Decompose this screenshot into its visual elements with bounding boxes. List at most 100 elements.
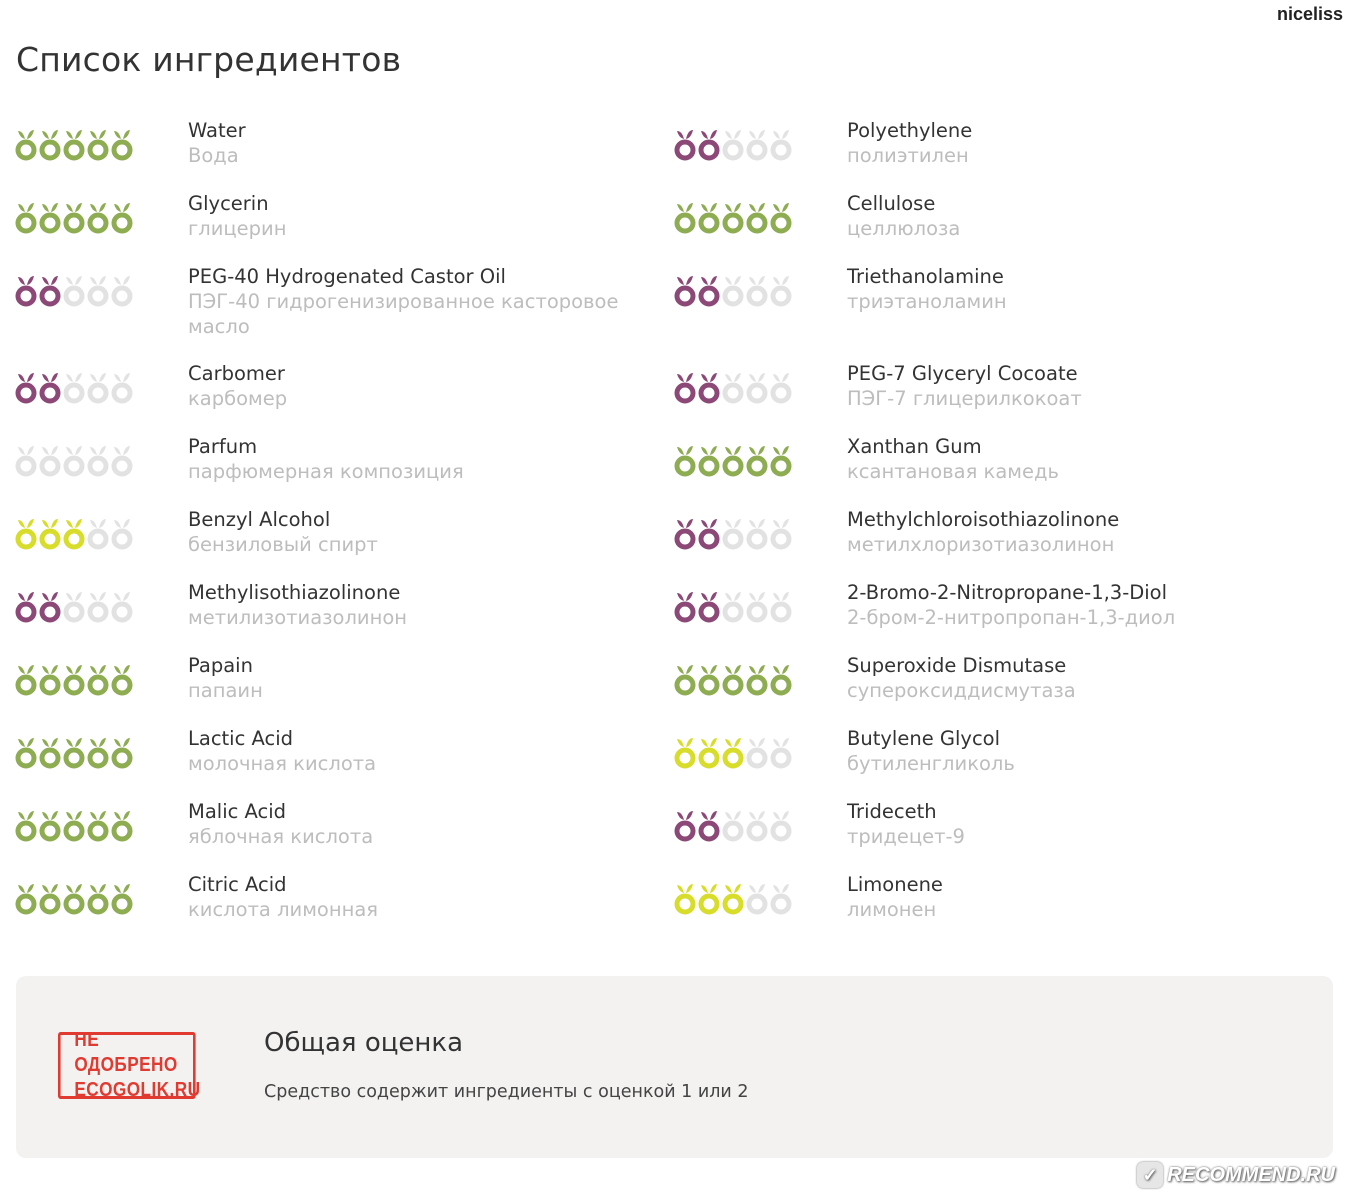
rating-berry-icon	[15, 446, 37, 477]
rating-berry-icon	[87, 203, 109, 234]
ingredient-name-en: Papain	[188, 654, 253, 677]
rating-berry-icon	[770, 373, 792, 404]
ingredient-names: Superoxide Dismutase супероксиддисмутаза	[847, 653, 1337, 703]
ingredient-name-ru: супероксиддисмутаза	[847, 679, 1076, 702]
ingredient-name-en: Malic Acid	[188, 800, 287, 823]
rating-berry-icon	[111, 811, 133, 842]
ingredient-names: Benzyl Alcohol бензиловый спирт	[188, 507, 678, 557]
rating-berry-icon	[111, 665, 133, 696]
ingredient-name-ru: триэтаноламин	[847, 290, 1007, 313]
not-approved-stamp: НЕ ОДОБРЕНО ECOGOLIK.RU	[58, 1029, 200, 1101]
ingredient-name-ru: бутиленгликоль	[847, 752, 1015, 775]
ingredient-name-en: Methylchloroisothiazolinone	[847, 508, 1120, 531]
ingredient-name-ru: Вода	[188, 144, 239, 167]
rating-berry-icon	[746, 811, 768, 842]
rating-berry-icon	[15, 592, 37, 623]
ingredient-name-en: Lactic Acid	[188, 727, 294, 750]
ingredient-name-en: Superoxide Dismutase	[847, 654, 1067, 677]
rating-berry-icon	[15, 519, 37, 550]
ingredient-name-ru: лимонен	[847, 898, 937, 921]
ingredient-names: Malic Acid яблочная кислота	[188, 799, 678, 849]
rating-berry-icon	[698, 519, 720, 550]
ingredient-rating	[673, 199, 795, 237]
ingredient-rating	[673, 588, 795, 626]
rating-berry-icon	[87, 276, 109, 307]
rating-berry-icon	[746, 446, 768, 477]
rating-berry-icon	[63, 884, 85, 915]
rating-berry-icon	[39, 884, 61, 915]
rating-berry-icon	[39, 373, 61, 404]
ingredient-name-en: Xanthan Gum	[847, 435, 982, 458]
rating-berry-icon	[722, 811, 744, 842]
rating-berry-icon	[39, 592, 61, 623]
ingredient-name-en: PEG-40 Hydrogenated Castor Oil	[188, 265, 506, 288]
ingredient-name-en: 2-Bromo-2-Nitropropane-1,3-Diol	[847, 581, 1168, 604]
rating-berry-icon	[87, 738, 109, 769]
ingredient-rating	[673, 126, 795, 164]
watermark-text: RECOMMEND.RU	[1167, 1163, 1335, 1186]
ingredient-name-ru: карбомер	[188, 387, 288, 410]
rating-berry-icon	[698, 592, 720, 623]
ingredient-rating	[673, 661, 795, 699]
rating-berry-icon	[746, 203, 768, 234]
ingredient-rating	[14, 807, 136, 845]
rating-berry-icon	[15, 738, 37, 769]
ingredient-name-en: Triethanolamine	[847, 265, 1004, 288]
rating-berry-icon	[722, 130, 744, 161]
rating-berry-icon	[674, 811, 696, 842]
ingredient-names: PEG-7 Glyceryl Cocoate ПЭГ-7 глицерилкоко…	[847, 361, 1337, 411]
rating-berry-icon	[746, 738, 768, 769]
rating-berry-icon	[63, 811, 85, 842]
ingredient-rating	[673, 442, 795, 480]
rating-berry-icon	[111, 276, 133, 307]
rating-berry-icon	[87, 665, 109, 696]
rating-berry-icon	[63, 665, 85, 696]
ingredient-name-en: Methylisothiazolinone	[188, 581, 401, 604]
stamp-line-2: ECOGOLIK.RU	[74, 1079, 201, 1101]
rating-berry-icon	[63, 276, 85, 307]
username[interactable]: niceliss	[1276, 4, 1343, 24]
ingredient-names: Lactic Acid молочная кислота	[188, 726, 678, 776]
ingredient-name-ru: глицерин	[188, 217, 287, 240]
rating-berry-icon	[770, 203, 792, 234]
rating-berry-icon	[39, 446, 61, 477]
ingredient-rating	[673, 734, 795, 772]
rating-berry-icon	[87, 884, 109, 915]
rating-berry-icon	[39, 130, 61, 161]
ingredient-name-ru: парфюмерная композиция	[188, 460, 464, 483]
rating-berry-icon	[63, 738, 85, 769]
rating-berry-icon	[770, 738, 792, 769]
ingredient-name-ru: целлюлоза	[847, 217, 961, 240]
ingredient-names: Cellulose целлюлоза	[847, 191, 1337, 241]
overall-rating-text: Средство содержит ингредиенты с оценкой …	[264, 1082, 749, 1102]
ingredient-name-ru: папаин	[188, 679, 263, 702]
ingredient-rating	[14, 126, 136, 164]
ingredient-names: Water Вода	[188, 118, 678, 168]
rating-berry-icon	[746, 665, 768, 696]
rating-berry-icon	[674, 738, 696, 769]
rating-berry-icon	[722, 884, 744, 915]
ingredient-names: Trideceth тридецет-9	[847, 799, 1337, 849]
rating-berry-icon	[698, 130, 720, 161]
ingredient-name-ru: 2-бром-2-нитропропан-1,3-диол	[847, 606, 1176, 629]
rating-berry-icon	[111, 884, 133, 915]
ingredient-name-ru: молочная кислота	[188, 752, 377, 775]
rating-berry-icon	[15, 130, 37, 161]
rating-berry-icon	[87, 373, 109, 404]
ingredient-rating	[14, 515, 136, 553]
rating-berry-icon	[674, 276, 696, 307]
rating-berry-icon	[111, 738, 133, 769]
ingredient-names: Methylchloroisothiazolinone метилхлоризот…	[847, 507, 1337, 557]
rating-berry-icon	[674, 519, 696, 550]
ingredient-rating	[14, 442, 136, 480]
rating-berry-icon	[746, 373, 768, 404]
rating-berry-icon	[111, 373, 133, 404]
ingredient-rating	[14, 661, 136, 699]
rating-berry-icon	[63, 203, 85, 234]
rating-berry-icon	[770, 665, 792, 696]
rating-berry-icon	[722, 203, 744, 234]
ingredient-name-ru: тридецет-9	[847, 825, 965, 848]
rating-berry-icon	[722, 519, 744, 550]
overall-rating-title: Общая оценка	[264, 1028, 464, 1058]
ingredient-rating	[14, 199, 136, 237]
